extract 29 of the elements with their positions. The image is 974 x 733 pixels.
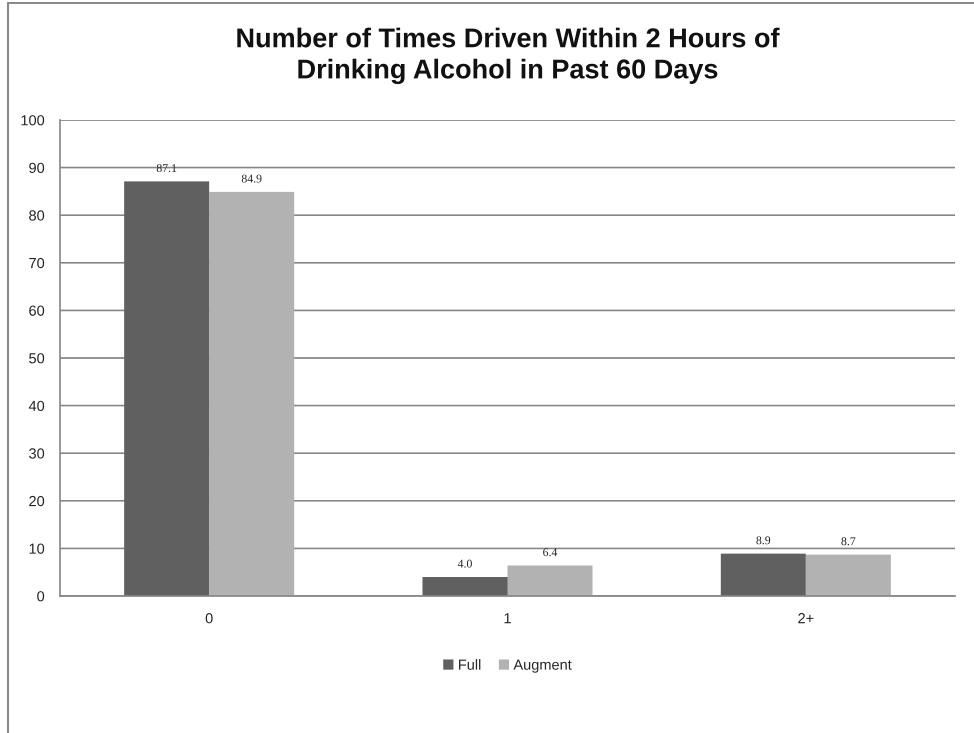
y-tick-label: 60 xyxy=(29,306,44,316)
y-tick-label: 40 xyxy=(28,400,44,412)
y-tick-label: 70 xyxy=(29,258,44,268)
legend-label: Full xyxy=(459,659,480,670)
data-label: 8.7 xyxy=(841,537,856,546)
y-tick-label: 30 xyxy=(29,448,44,459)
bar xyxy=(422,576,508,596)
bar xyxy=(806,554,891,596)
y-tick-label: 20 xyxy=(29,496,44,506)
bar xyxy=(124,181,210,596)
y-tick-label: 0 xyxy=(37,591,44,602)
legend-label: Augment xyxy=(513,660,572,673)
y-tick-label: 10 xyxy=(30,544,44,554)
data-label: 87.1 xyxy=(156,164,176,172)
data-label: 6.4 xyxy=(543,548,558,556)
bar xyxy=(720,554,806,596)
y-tick-label: 100 xyxy=(22,115,44,126)
y-tick-label: 90 xyxy=(29,162,44,174)
x-tick-label: 2+ xyxy=(798,613,814,624)
data-label: 8.9 xyxy=(756,536,770,544)
y-tick-label: 50 xyxy=(29,353,44,364)
bar xyxy=(508,566,593,596)
x-tick-label: 1 xyxy=(504,613,511,624)
chart-title: Number of Times Driven Within 2 Hours of Drinking Alcohol in Past 60 Days xyxy=(237,28,780,84)
data-label: 84.9 xyxy=(242,174,262,183)
data-label: 4.0 xyxy=(458,560,472,568)
y-tick-label: 80 xyxy=(29,210,44,221)
bar xyxy=(209,192,294,596)
x-tick-label: 0 xyxy=(206,613,213,624)
